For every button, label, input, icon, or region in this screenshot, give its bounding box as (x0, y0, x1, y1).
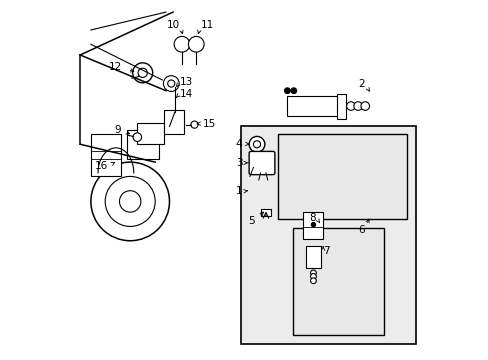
Bar (292, 228, 383, 336)
Text: 1: 1 (235, 186, 242, 197)
Bar (305, 246, 320, 267)
Circle shape (119, 191, 141, 212)
Text: 13: 13 (180, 77, 193, 87)
Text: 11: 11 (201, 19, 214, 30)
Circle shape (105, 176, 155, 226)
Bar (260, 208, 271, 216)
Circle shape (310, 270, 316, 276)
Text: 14: 14 (180, 89, 193, 99)
Circle shape (310, 278, 316, 284)
FancyBboxPatch shape (248, 152, 274, 175)
Bar (303, 212, 323, 239)
Circle shape (174, 36, 189, 52)
Bar (278, 134, 406, 219)
Text: 16: 16 (95, 161, 108, 171)
Bar (241, 126, 415, 344)
Text: 2: 2 (358, 79, 365, 89)
Circle shape (163, 76, 179, 91)
Text: 12: 12 (109, 63, 122, 72)
Circle shape (284, 88, 290, 94)
Bar (126, 130, 159, 158)
Bar (164, 111, 183, 134)
Circle shape (133, 133, 142, 141)
Circle shape (290, 88, 296, 94)
Text: 10: 10 (166, 19, 179, 30)
Text: 8: 8 (309, 212, 315, 222)
Circle shape (91, 162, 169, 241)
Circle shape (360, 102, 369, 111)
Text: 15: 15 (202, 118, 215, 129)
Circle shape (311, 222, 315, 227)
Bar (287, 96, 340, 116)
Circle shape (188, 36, 203, 52)
Circle shape (353, 102, 362, 111)
Circle shape (132, 63, 152, 83)
Text: 6: 6 (357, 225, 364, 235)
Circle shape (138, 68, 147, 77)
Text: 3: 3 (235, 158, 242, 168)
Text: 9: 9 (114, 125, 121, 135)
Circle shape (167, 80, 175, 87)
Circle shape (248, 136, 264, 152)
Text: 4: 4 (235, 139, 242, 149)
Bar (137, 123, 164, 144)
Circle shape (253, 141, 260, 148)
Text: 7: 7 (323, 247, 329, 256)
Circle shape (310, 274, 316, 279)
Text: 5: 5 (248, 216, 255, 226)
Bar (91, 134, 121, 176)
Circle shape (190, 121, 198, 128)
Circle shape (346, 102, 354, 111)
Bar (337, 94, 346, 118)
